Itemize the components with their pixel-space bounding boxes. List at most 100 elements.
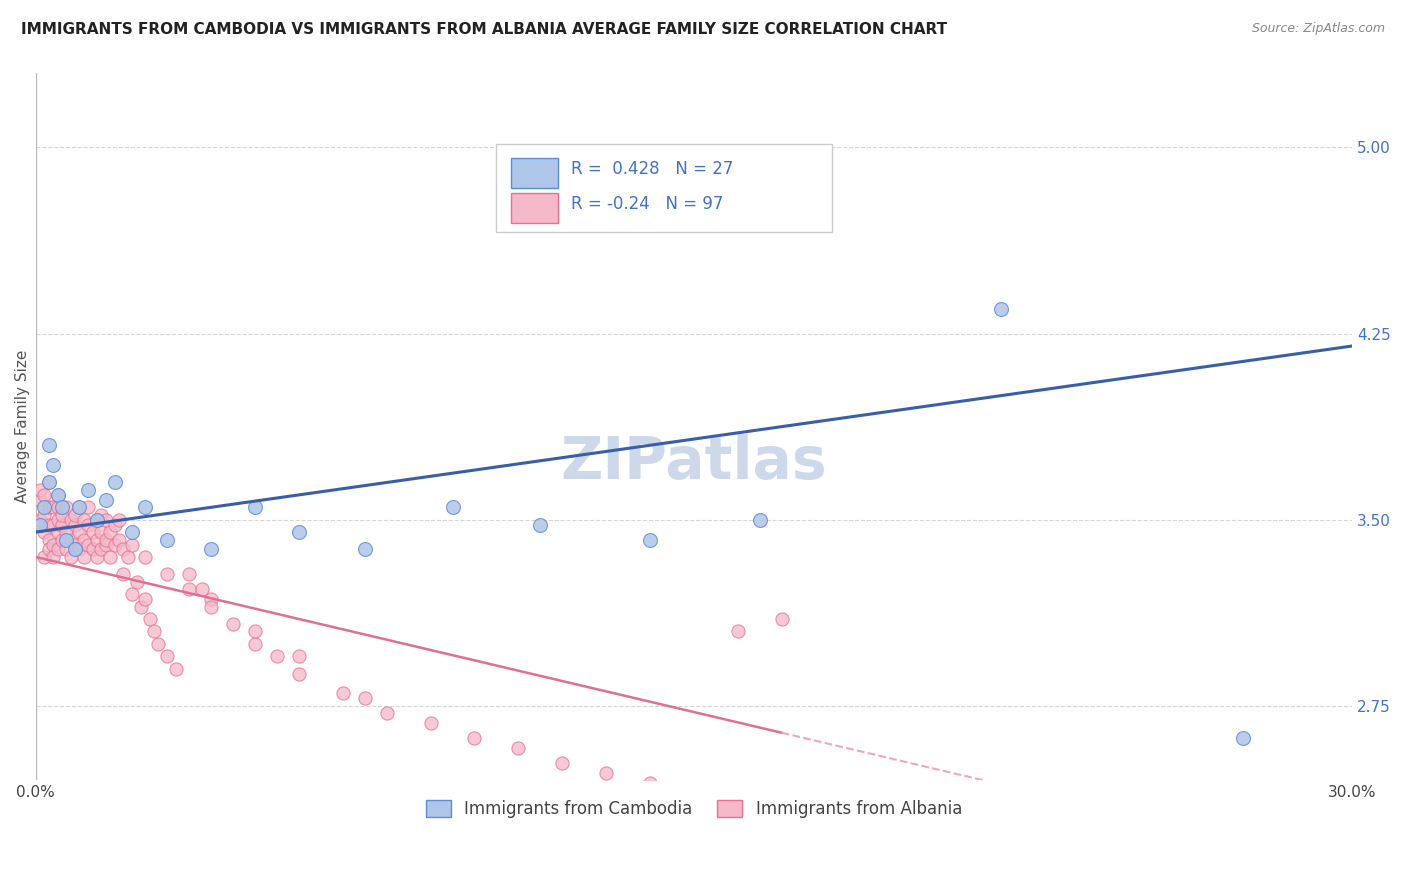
Point	[63, 537, 86, 551]
Point	[55, 525, 77, 540]
Point	[55, 500, 77, 515]
Point	[94, 513, 117, 527]
Point	[125, 574, 148, 589]
Point	[134, 592, 156, 607]
Point	[63, 508, 86, 522]
Point	[121, 525, 143, 540]
Point	[143, 624, 166, 639]
Point	[179, 582, 201, 597]
Point	[63, 542, 86, 557]
Point	[38, 475, 60, 490]
Point	[82, 525, 104, 540]
Text: R =  0.428   N = 27: R = 0.428 N = 27	[571, 160, 734, 178]
Point	[55, 542, 77, 557]
Point	[638, 776, 661, 790]
Point	[28, 513, 51, 527]
Point	[42, 537, 65, 551]
Point	[59, 533, 82, 547]
Point	[595, 765, 617, 780]
Point	[38, 542, 60, 557]
Point	[200, 599, 222, 614]
Point	[51, 508, 73, 522]
Point	[121, 587, 143, 601]
Point	[243, 637, 266, 651]
Point	[51, 517, 73, 532]
Point	[551, 756, 574, 770]
Point	[51, 500, 73, 515]
Point	[73, 533, 96, 547]
Point	[638, 533, 661, 547]
FancyBboxPatch shape	[510, 194, 558, 223]
Point	[38, 500, 60, 515]
Point	[34, 525, 56, 540]
Legend: Immigrants from Cambodia, Immigrants from Albania: Immigrants from Cambodia, Immigrants fro…	[419, 794, 969, 825]
Point	[90, 542, 112, 557]
Point	[46, 500, 69, 515]
Point	[1232, 731, 1254, 745]
Point	[90, 508, 112, 522]
Point	[156, 567, 179, 582]
Point	[179, 567, 201, 582]
Point	[42, 517, 65, 532]
FancyBboxPatch shape	[510, 158, 558, 187]
Point	[165, 662, 187, 676]
Point	[200, 542, 222, 557]
FancyBboxPatch shape	[496, 144, 832, 232]
Point	[34, 488, 56, 502]
Text: ZIPatlas: ZIPatlas	[561, 434, 827, 491]
Point	[375, 706, 398, 721]
Point	[103, 537, 125, 551]
Point	[463, 731, 485, 745]
Point	[419, 716, 441, 731]
Point	[288, 666, 311, 681]
Point	[77, 517, 100, 532]
Point	[46, 513, 69, 527]
Point	[51, 533, 73, 547]
Point	[69, 500, 91, 515]
Point	[86, 549, 108, 564]
Point	[86, 513, 108, 527]
Point	[94, 492, 117, 507]
Point	[108, 533, 131, 547]
Point	[727, 624, 749, 639]
Point	[103, 475, 125, 490]
Point	[353, 691, 375, 706]
Text: IMMIGRANTS FROM CAMBODIA VS IMMIGRANTS FROM ALBANIA AVERAGE FAMILY SIZE CORRELAT: IMMIGRANTS FROM CAMBODIA VS IMMIGRANTS F…	[21, 22, 948, 37]
Point	[34, 508, 56, 522]
Point	[770, 612, 793, 626]
Point	[82, 542, 104, 557]
Point	[46, 525, 69, 540]
Point	[112, 567, 135, 582]
Point	[98, 525, 121, 540]
Point	[28, 517, 51, 532]
Point	[38, 517, 60, 532]
Point	[42, 500, 65, 515]
Text: Source: ZipAtlas.com: Source: ZipAtlas.com	[1251, 22, 1385, 36]
Point	[156, 649, 179, 664]
Point	[748, 513, 770, 527]
Point	[332, 686, 354, 700]
Point	[59, 513, 82, 527]
Point	[77, 500, 100, 515]
Point	[529, 517, 551, 532]
Point	[156, 533, 179, 547]
Point	[73, 513, 96, 527]
Point	[121, 537, 143, 551]
Point	[129, 599, 152, 614]
Point	[990, 301, 1012, 316]
Text: R = -0.24   N = 97: R = -0.24 N = 97	[571, 195, 724, 213]
Point	[59, 549, 82, 564]
Point	[117, 549, 139, 564]
Point	[28, 492, 51, 507]
Point	[138, 612, 160, 626]
Point	[69, 542, 91, 557]
Point	[98, 549, 121, 564]
Y-axis label: Average Family Size: Average Family Size	[15, 350, 30, 503]
Point	[28, 483, 51, 497]
Point	[38, 438, 60, 452]
Point	[34, 500, 56, 515]
Point	[86, 513, 108, 527]
Point	[134, 500, 156, 515]
Point	[200, 592, 222, 607]
Point	[108, 513, 131, 527]
